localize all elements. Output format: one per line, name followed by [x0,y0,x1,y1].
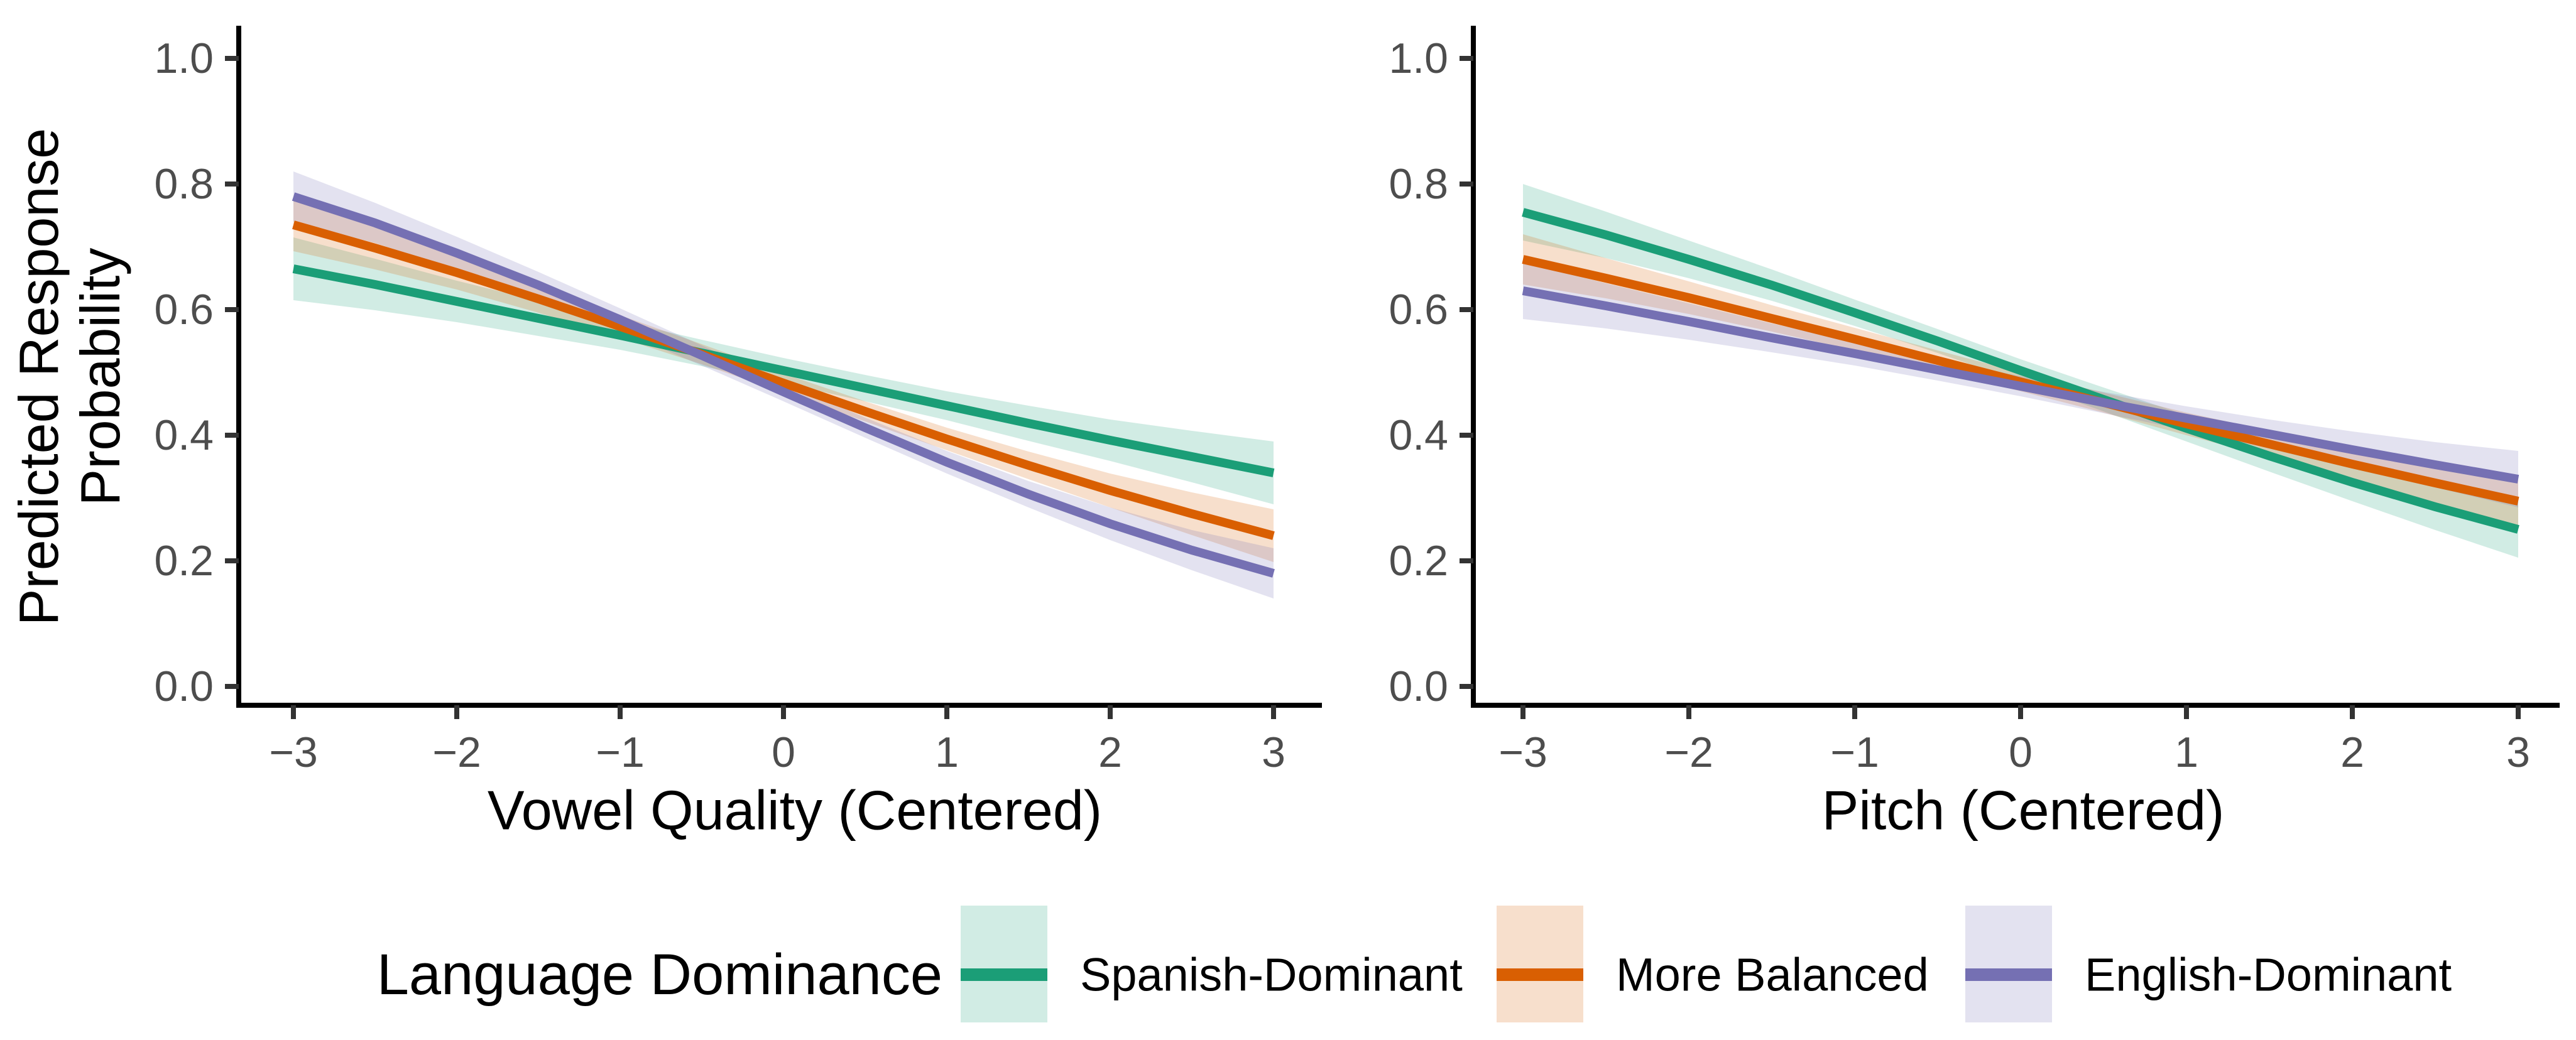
y-tick-label: 0.0 [154,663,214,710]
panel-right-data [1522,184,2519,558]
x-tick-label: −3 [269,729,318,776]
y-tick-label: 0.6 [154,286,214,333]
y-axis-title-line-2: Probability [69,248,131,506]
panel-left-data [292,171,1275,599]
line-english-dominant [292,192,1275,578]
legend: Language Dominance Spanish-Dominant More… [377,906,2452,1022]
y-tick-label: 0.4 [1389,411,1448,459]
x-tick-label: 0 [2009,729,2033,776]
x-tick-label: 3 [2506,729,2530,776]
y-tick-label: 1.0 [154,35,214,82]
panel-right-axes: 0.0 0.2 0.4 0.6 0.8 1.0 −3 −2 −1 0 1 2 3 [1389,26,2560,776]
x-tick-label: −3 [1498,729,1547,776]
legend-ribbon-swatch-english-dominant [1965,906,2052,1022]
x-tick-label: 1 [2175,729,2198,776]
line-spanish-dominant [292,264,1275,477]
x-tick-label: −1 [1830,729,1879,776]
x-tick-label: 2 [2340,729,2364,776]
y-tick-label: 1.0 [1389,35,1448,82]
x-tick-label: 1 [935,729,959,776]
y-tick-label: 0.8 [154,160,214,208]
y-tick-label: 0.4 [154,411,214,459]
legend-ribbon-swatch-spanish-dominant [961,906,1047,1022]
x-tick-label: −2 [1664,729,1713,776]
line-more-balanced [1522,255,2519,506]
x-tick-label: −1 [596,729,645,776]
legend-entry-more-balanced: More Balanced [1497,906,1929,1022]
x-tick-label: 0 [772,729,795,776]
y-tick-label: 0.2 [1389,537,1448,585]
y-tick-label: 0.0 [1389,663,1448,710]
line-english-dominant [1522,286,2519,484]
x-tick-label: 3 [1262,729,1285,776]
legend-label-spanish-dominant: Spanish-Dominant [1080,949,1463,1001]
x-tick-label: −2 [432,729,481,776]
x-axis-title-right: Pitch (Centered) [1822,779,2225,842]
y-tick-label: 0.8 [1389,160,1448,208]
x-axis-title-left: Vowel Quality (Centered) [488,779,1102,842]
legend-entry-spanish-dominant: Spanish-Dominant [961,906,1463,1022]
legend-label-more-balanced: More Balanced [1616,949,1929,1001]
legend-ribbon-swatch-more-balanced [1497,906,1583,1022]
legend-label-english-dominant: English-Dominant [2085,949,2452,1001]
y-tick-label: 0.2 [154,537,214,585]
x-tick-label: 2 [1098,729,1122,776]
legend-entry-english-dominant: English-Dominant [1965,906,2452,1022]
line-more-balanced [292,220,1275,540]
panel-left-axes: 0.0 0.2 0.4 0.6 0.8 1.0 −3 −2 −1 0 1 2 3 [154,26,1322,776]
y-tick-label: 0.6 [1389,286,1448,333]
y-axis-title-line-1: Predicted Response [8,128,70,626]
line-spanish-dominant [1522,208,2519,534]
legend-title: Language Dominance [377,943,942,1007]
